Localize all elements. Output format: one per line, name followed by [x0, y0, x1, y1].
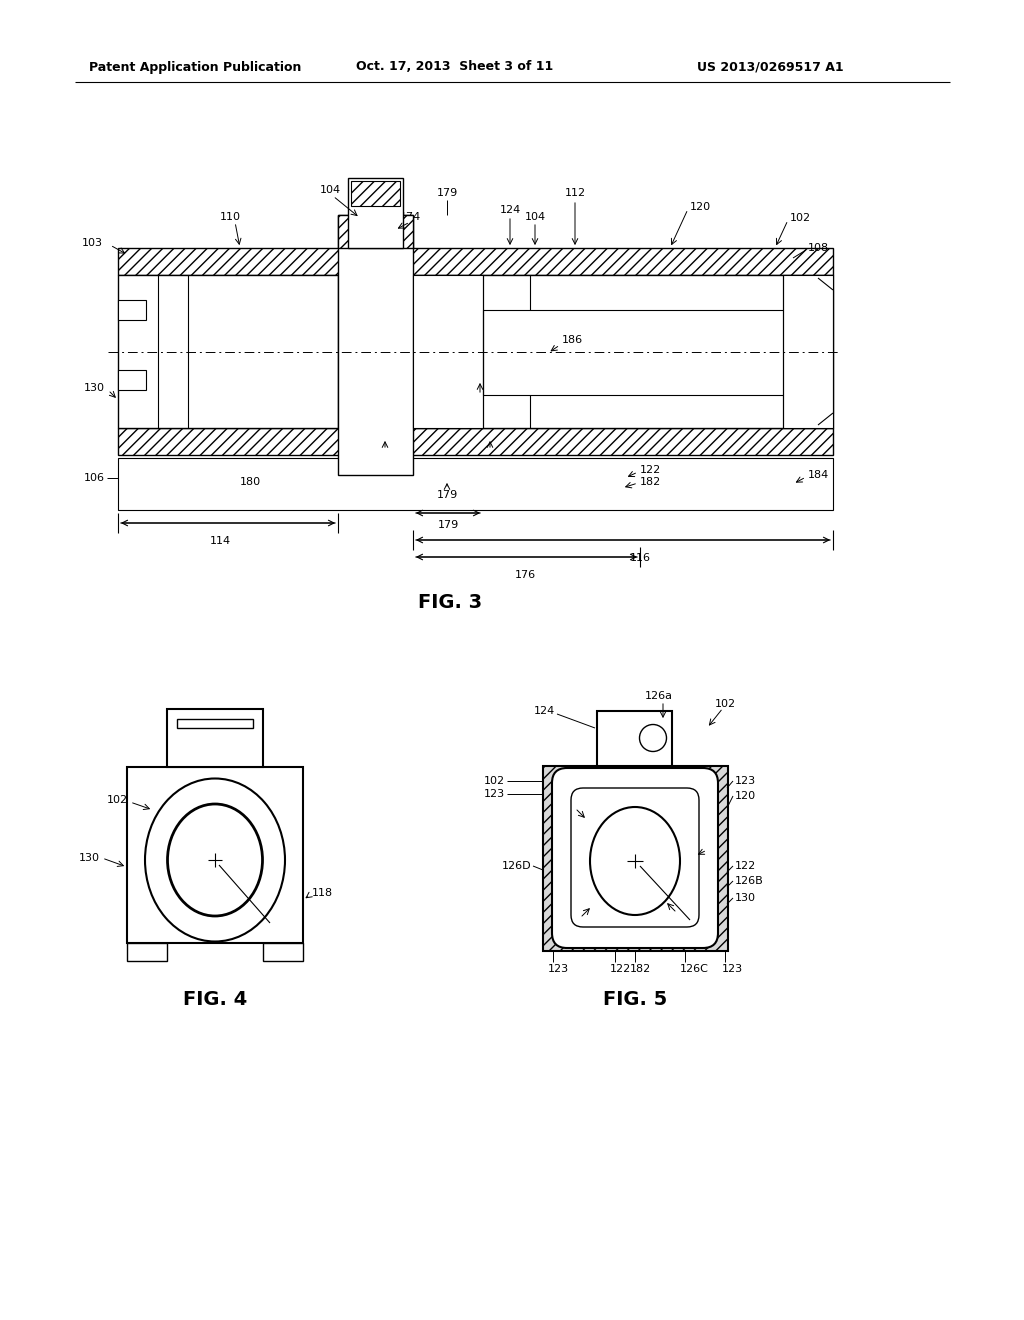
Bar	[567, 789, 705, 927]
FancyBboxPatch shape	[552, 768, 718, 948]
Bar	[338, 215, 413, 248]
Text: Patent Application Publication: Patent Application Publication	[89, 61, 301, 74]
Text: 182: 182	[630, 964, 651, 974]
FancyBboxPatch shape	[571, 788, 699, 927]
Text: 182: 182	[640, 477, 662, 487]
Bar	[783, 275, 833, 428]
Text: 120: 120	[690, 202, 711, 213]
Text: 179: 179	[436, 187, 458, 198]
Text: 123: 123	[548, 964, 569, 974]
Bar	[338, 215, 413, 475]
Text: 123: 123	[735, 776, 756, 785]
Text: 123: 123	[722, 964, 743, 974]
Text: 184: 184	[808, 470, 829, 480]
Text: Oct. 17, 2013  Sheet 3 of 11: Oct. 17, 2013 Sheet 3 of 11	[356, 61, 554, 74]
Bar	[118, 458, 833, 510]
Text: 102: 102	[715, 700, 736, 709]
Text: 122: 122	[735, 861, 757, 871]
Text: 103: 103	[82, 238, 103, 248]
Bar	[597, 711, 672, 766]
Text: 118: 118	[312, 888, 333, 898]
Text: 123: 123	[484, 789, 505, 799]
Text: 120: 120	[735, 791, 756, 801]
Text: 114: 114	[210, 536, 230, 546]
Text: 110: 110	[219, 213, 241, 222]
Text: 108: 108	[808, 243, 829, 253]
Bar	[413, 275, 833, 428]
Text: 130: 130	[79, 853, 100, 863]
Bar	[118, 248, 833, 275]
Ellipse shape	[168, 804, 262, 916]
Ellipse shape	[590, 807, 680, 915]
Bar	[543, 766, 728, 950]
Text: 124: 124	[500, 205, 520, 215]
Text: 126a: 126a	[645, 690, 673, 701]
Text: 116: 116	[630, 553, 650, 564]
Text: 179: 179	[437, 520, 459, 531]
Text: 176: 176	[514, 570, 536, 579]
Text: FIG. 5: FIG. 5	[603, 990, 667, 1008]
Text: 104: 104	[319, 185, 341, 195]
Text: 102: 102	[106, 795, 128, 805]
Text: US 2013/0269517 A1: US 2013/0269517 A1	[696, 61, 844, 74]
Text: 126C: 126C	[680, 964, 709, 974]
Bar	[167, 709, 263, 767]
Text: 130: 130	[84, 383, 105, 393]
Text: 126D: 126D	[502, 861, 531, 871]
Bar	[348, 178, 403, 248]
Text: 122: 122	[610, 964, 631, 974]
Text: 174: 174	[399, 213, 421, 222]
Bar	[351, 181, 400, 206]
Text: 186: 186	[562, 335, 583, 345]
Bar	[127, 942, 167, 961]
Text: 180: 180	[240, 477, 260, 487]
Text: FIG. 3: FIG. 3	[418, 593, 482, 612]
Bar	[263, 942, 303, 961]
Bar	[118, 300, 146, 319]
Bar	[413, 275, 483, 428]
Bar	[118, 370, 146, 389]
Ellipse shape	[145, 779, 285, 941]
Text: 124: 124	[534, 706, 555, 715]
Text: 130: 130	[735, 894, 756, 903]
Text: 106: 106	[84, 473, 105, 483]
Text: 126B: 126B	[735, 876, 764, 886]
Text: 104: 104	[524, 213, 546, 222]
Text: 112: 112	[564, 187, 586, 198]
Text: FIG. 4: FIG. 4	[183, 990, 247, 1008]
Text: 122: 122	[640, 465, 662, 475]
Bar	[118, 428, 833, 455]
Text: 102: 102	[484, 776, 505, 785]
Bar	[127, 767, 303, 942]
Text: 102: 102	[790, 213, 811, 223]
Bar	[177, 719, 253, 729]
Text: 179: 179	[436, 490, 458, 500]
Bar	[118, 275, 338, 428]
Ellipse shape	[640, 725, 667, 751]
